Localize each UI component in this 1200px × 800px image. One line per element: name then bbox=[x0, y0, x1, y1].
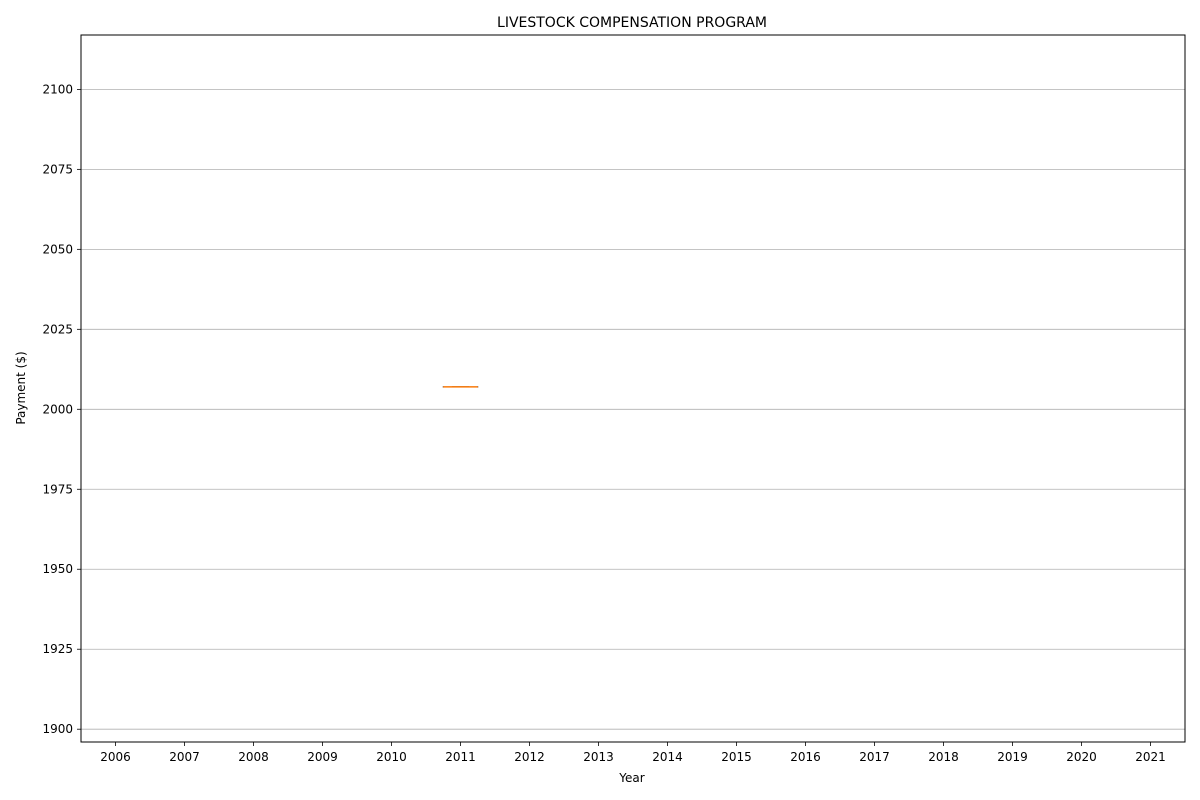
y-tick-label: 1950 bbox=[42, 562, 73, 576]
y-tick-label: 2050 bbox=[42, 242, 73, 256]
x-tick-label: 2007 bbox=[169, 750, 200, 764]
grid-lines bbox=[81, 88, 1185, 730]
y-tick-label: 2100 bbox=[42, 82, 73, 96]
x-tick-label: 2020 bbox=[1066, 750, 1097, 764]
x-axis-label: Year bbox=[618, 771, 644, 785]
x-tick-label: 2013 bbox=[583, 750, 614, 764]
y-axis: 1900 1925 1950 1975 2000 2025 2050 2075 2100 bbox=[42, 82, 81, 736]
x-tick-label: 2015 bbox=[721, 750, 752, 764]
x-axis: 2006 2007 2008 2009 2010 2011 2012 2013 2014 2015… bbox=[100, 742, 1166, 764]
y-tick-label: 1900 bbox=[42, 722, 73, 736]
x-tick-label: 2019 bbox=[997, 750, 1028, 764]
x-tick-label: 2008 bbox=[238, 750, 269, 764]
x-tick-label: 2018 bbox=[928, 750, 959, 764]
x-tick-label: 2010 bbox=[376, 750, 407, 764]
x-tick-label: 2009 bbox=[307, 750, 338, 764]
x-tick-label: 2021 bbox=[1135, 750, 1166, 764]
x-tick-label: 2014 bbox=[652, 750, 683, 764]
y-tick-label: 2025 bbox=[42, 322, 73, 336]
chart-title: LIVESTOCK COMPENSATION PROGRAM bbox=[497, 15, 767, 31]
x-tick-label: 2011 bbox=[445, 750, 476, 764]
y-tick-label: 1925 bbox=[42, 642, 73, 656]
x-tick-label: 2012 bbox=[514, 750, 545, 764]
y-tick-label: 1975 bbox=[42, 482, 73, 496]
plot-frame bbox=[80, 34, 1186, 743]
y-tick-label: 2075 bbox=[42, 162, 73, 176]
y-axis-label: Payment ($) bbox=[14, 351, 28, 424]
y-tick-label: 2000 bbox=[42, 402, 73, 416]
x-tick-label: 2006 bbox=[100, 750, 131, 764]
x-tick-label: 2016 bbox=[790, 750, 821, 764]
x-tick-label: 2017 bbox=[859, 750, 890, 764]
